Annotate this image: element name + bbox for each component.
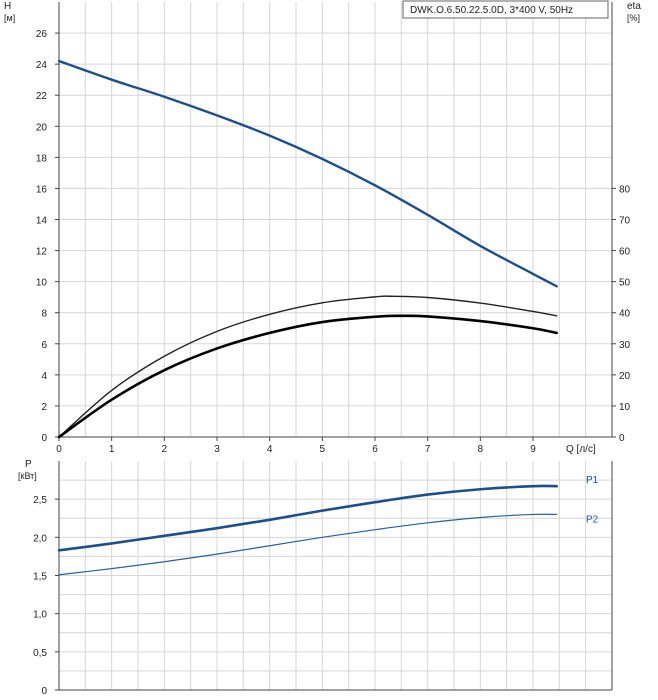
h-tick-label: 12: [36, 247, 48, 258]
q-tick-label: 5: [320, 444, 326, 455]
power-label-p1: P1: [586, 475, 599, 486]
h-tick-label: 14: [36, 216, 48, 227]
title-box: [402, 0, 609, 19]
p-axis-unit: [кВт]: [18, 471, 37, 481]
h-tick-label: 26: [36, 29, 48, 40]
q-tick-label: 3: [214, 444, 220, 455]
q-tick-label: 6: [372, 444, 378, 455]
q-tick-label: 9: [530, 444, 536, 455]
p-tick-label: 2,5: [33, 495, 47, 506]
p-tick-label: 0: [41, 686, 47, 697]
q-tick-label: 8: [478, 444, 484, 455]
p-axis-name: P: [25, 459, 32, 470]
curve-series-2: [58, 295, 558, 438]
q-tick-label: 4: [267, 444, 273, 455]
chart-header: DWK.O.6.50.22.5.0D, 3*400 V, 50Hz: [402, 0, 609, 19]
h-axis-unit: [м]: [4, 13, 15, 23]
q-tick-label: 0: [56, 444, 62, 455]
q-tick-label: 1: [109, 444, 115, 455]
q-tick-label: 2: [162, 444, 168, 455]
eta-tick-label: 10: [619, 402, 631, 413]
h-tick-label: 8: [41, 309, 47, 320]
eta-tick-label: 30: [619, 340, 631, 351]
p-tick-label: 1,0: [33, 610, 47, 621]
eta-tick-label: 20: [619, 371, 631, 382]
power-plot: 0 0,5 1,0 1,5 2,0 2,5 P[кВт] P1 P2: [18, 459, 613, 697]
eta-tick-label: 50: [619, 278, 631, 289]
q-axis-unit: Q [л/с]: [566, 444, 596, 455]
h-tick-label: 24: [36, 60, 48, 71]
eta-tick-label: 80: [619, 184, 631, 195]
head-efficiency-plot: 0246810121416182022242601020304050607080…: [4, 1, 641, 455]
eta-tick-label: 0: [619, 433, 625, 444]
h-tick-label: 2: [41, 402, 47, 413]
h-tick-label: 0: [41, 433, 47, 444]
h-tick-label: 10: [36, 278, 48, 289]
p-tick-label: 1,5: [33, 572, 47, 583]
h-tick-label: 16: [36, 184, 48, 195]
curve-series-3: [57, 314, 558, 439]
h-tick-label: 4: [41, 371, 47, 382]
pump-title: DWK.O.6.50.22.5.0D, 3*400 V, 50Hz: [410, 5, 573, 16]
eta-axis-unit: [%]: [627, 13, 640, 23]
eta-tick-label: 60: [619, 247, 631, 258]
eta-tick-label: 70: [619, 216, 631, 227]
eta-tick-label: 40: [619, 309, 631, 320]
h-axis-name: H: [4, 1, 11, 12]
curve-series-1: [57, 59, 558, 288]
p-tick-label: 0,5: [33, 648, 47, 659]
h-tick-label: 22: [36, 91, 48, 102]
h-tick-label: 6: [41, 340, 47, 351]
h-tick-label: 18: [36, 153, 48, 164]
power-label-p2: P2: [586, 514, 599, 525]
p-tick-label: 2,0: [33, 533, 47, 544]
h-tick-label: 20: [36, 122, 48, 133]
power-curve-p1: [57, 484, 558, 552]
q-tick-label: 7: [425, 444, 431, 455]
power-curve-p2: [58, 513, 558, 576]
eta-axis-name: eta: [627, 1, 641, 12]
